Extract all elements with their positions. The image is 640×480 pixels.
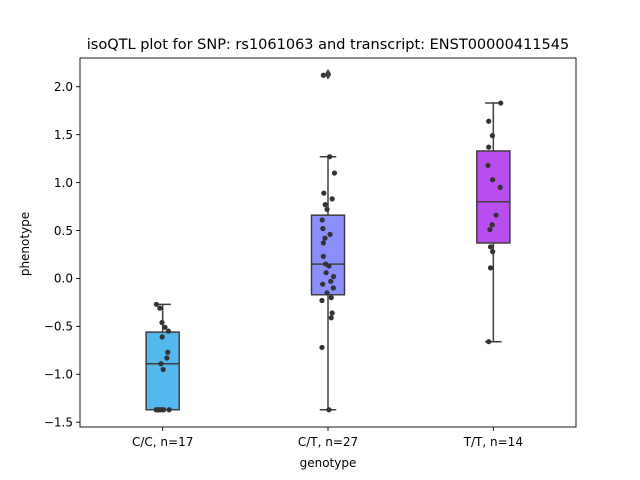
data-point	[159, 319, 165, 326]
data-point	[330, 273, 337, 280]
x-axis-label: genotype	[300, 456, 357, 470]
y-tick-label: −1.5	[44, 416, 73, 430]
plot-area: −1.5 −1.0 −0.5 0.0 0.5 1.0 1.5 2.0 C/C, n=17 C/T,…	[44, 57, 577, 449]
data-point	[159, 334, 165, 340]
data-point	[160, 366, 166, 373]
data-point	[330, 285, 336, 291]
data-point	[322, 235, 328, 241]
data-point	[487, 244, 494, 250]
x-tick-label: C/T, n=27	[298, 435, 358, 449]
data-point	[327, 154, 333, 160]
data-point	[486, 118, 492, 124]
data-point	[490, 249, 496, 255]
data-point	[320, 253, 326, 259]
data-point	[493, 212, 499, 218]
y-tick-label: 1.5	[54, 128, 73, 142]
y-tick-label: 1.0	[54, 176, 73, 190]
data-point	[329, 310, 335, 316]
y-tick-label: 2.0	[54, 80, 73, 94]
data-point	[166, 407, 172, 413]
data-point	[497, 184, 503, 190]
data-point	[158, 361, 164, 367]
data-point	[153, 301, 160, 307]
data-point	[319, 217, 325, 223]
data-point	[489, 222, 495, 228]
data-point	[485, 162, 491, 168]
data-point	[328, 315, 334, 321]
data-point	[326, 263, 332, 269]
data-point	[319, 297, 325, 304]
outlier-marker	[324, 68, 332, 80]
data-point	[165, 349, 171, 355]
data-point	[327, 231, 333, 237]
data-point	[324, 290, 330, 296]
x-tick-label: C/C, n=17	[132, 435, 193, 449]
data-point	[160, 407, 167, 413]
data-point	[154, 407, 160, 413]
data-point	[498, 100, 504, 106]
data-point	[326, 407, 332, 413]
data-point	[331, 170, 338, 176]
data-point	[320, 226, 326, 232]
data-point	[329, 196, 335, 202]
y-axis-label: phenotype	[18, 212, 32, 276]
data-point	[320, 240, 326, 246]
box-iqr	[310, 214, 346, 296]
data-point	[486, 144, 492, 150]
data-point	[324, 206, 330, 213]
data-point	[486, 339, 492, 345]
data-point	[321, 190, 327, 196]
data-point	[164, 355, 170, 361]
box-iqr	[476, 150, 511, 244]
data-point	[487, 265, 494, 271]
data-point	[157, 305, 163, 311]
y-tick-label: 0.5	[54, 224, 73, 238]
x-tick-label: T/T, n=14	[463, 435, 523, 449]
y-tick-label: 0.0	[54, 272, 73, 286]
data-point	[162, 324, 168, 330]
data-point	[487, 226, 493, 233]
data-point	[323, 270, 329, 276]
data-point	[165, 328, 172, 334]
data-point	[322, 202, 328, 208]
chart-title: isoQTL plot for SNP: rs1061063 and trans…	[87, 37, 569, 53]
data-point	[328, 278, 334, 284]
y-tick-label: −1.0	[44, 368, 73, 382]
y-tick-label: −0.5	[44, 320, 73, 334]
data-point	[489, 133, 496, 139]
data-point	[320, 72, 326, 78]
data-point	[320, 281, 326, 287]
data-point	[319, 344, 325, 351]
data-point	[490, 177, 496, 183]
data-point	[328, 295, 334, 301]
